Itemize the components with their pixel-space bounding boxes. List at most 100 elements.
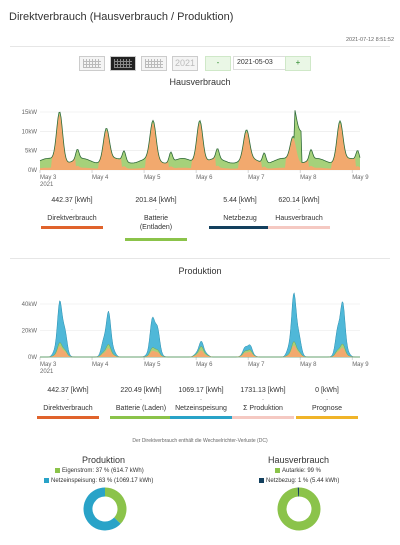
legend-netzbezug: Netzbezug: 1 % (5.44 kWh) [259, 478, 339, 484]
legend-swatch [55, 468, 60, 473]
stat-value: 620.14 [kWh] [278, 197, 320, 204]
stat-color-bar [170, 416, 232, 419]
prod-stat: 1069.17 [kWh] - Netzeinspeisung [170, 387, 232, 419]
stat-label: Batterie (Laden) [115, 405, 167, 412]
donut-slice-eigenstrom [104, 487, 127, 524]
prod-stat: 1731.13 [kWh] - Σ Produktion [232, 387, 294, 419]
y-tick-label: 40kW [22, 302, 38, 308]
date-input[interactable]: 2021-05-03 [233, 56, 286, 70]
legend-swatch [44, 478, 49, 483]
x-tick-label: May 3 [40, 175, 57, 181]
year-view-button[interactable]: 2021 [172, 56, 198, 71]
haus-stat: 201.84 [kWh] - Batterie (Entladen) [125, 197, 187, 241]
divider [10, 46, 390, 47]
stat-label: Netzeinspeisung [175, 405, 227, 412]
stat-separator: - [155, 207, 157, 213]
stat-label: Direktverbrauch [47, 215, 97, 222]
stat-label: Prognose [312, 405, 342, 412]
stat-value: 442.37 [kWh] [51, 197, 93, 204]
prod-stat: 0 [kWh] - Prognose [296, 387, 358, 419]
week-view-button[interactable] [110, 56, 136, 71]
stat-label: Batterie [143, 215, 169, 222]
x-tick-year: 2021 [40, 369, 54, 375]
x-tick-label: May 4 [92, 362, 109, 368]
donut-slice-netzeinspeisung [83, 487, 121, 531]
stat-label-line2: (Entladen) [139, 224, 173, 231]
legend-netzeinspeisung: Netzeinspeisung: 63 % (1069.17 kWh) [44, 478, 153, 484]
x-tick-label: May 6 [196, 362, 213, 368]
legend-swatch [275, 468, 280, 473]
next-button[interactable]: + [285, 56, 311, 71]
stat-color-bar [37, 416, 99, 419]
stat-label: Netzbezug [223, 215, 257, 222]
stat-value: 220.49 [kWh] [120, 387, 162, 394]
stat-separator: - [140, 397, 142, 403]
legend-text: Autarkie: 99 % [282, 468, 322, 475]
stat-color-bar [232, 416, 294, 419]
legend-text: Eigenstrom: 37 % (614.7 kWh) [62, 468, 144, 475]
page-title: Direktverbrauch (Hausverbrauch / Produkt… [9, 11, 234, 23]
x-tick-label: May 7 [248, 362, 265, 368]
month-view-button[interactable] [141, 56, 167, 71]
stat-separator: - [239, 207, 241, 213]
donut-slice-autarkie [277, 487, 321, 531]
prod-batterie-area [40, 341, 360, 358]
x-tick-label: May 8 [300, 362, 317, 368]
stat-color-bar [125, 238, 187, 241]
stat-value: 1731.13 [kWh] [240, 387, 286, 394]
stat-label: Direktverbrauch [43, 405, 93, 412]
y-tick-label: 0W [28, 168, 37, 174]
x-tick-label: May 4 [92, 175, 109, 181]
haus-stat: 5.44 [kWh] - Netzbezug [209, 197, 271, 229]
stat-color-bar [268, 226, 330, 229]
stat-value: 1069.17 [kWh] [178, 387, 224, 394]
produktion-donut [83, 487, 127, 531]
x-tick-label: May 5 [144, 362, 161, 368]
prod-stat: 220.49 [kWh] - Batterie (Laden) [110, 387, 172, 419]
calendar-month-icon [145, 59, 163, 68]
timestamp: 2021-07-12 8:51:52 [345, 37, 394, 43]
legend-swatch [259, 478, 264, 483]
stat-label: Hausverbrauch [275, 215, 323, 222]
stat-separator: - [67, 397, 69, 403]
haus-stat: 620.14 [kWh] - Hausverbrauch [268, 197, 330, 229]
y-tick-label: 20kW [22, 329, 38, 335]
x-tick-label: May 9 [352, 362, 369, 368]
stat-value: 201.84 [kWh] [135, 197, 177, 204]
x-tick-label: May 3 [40, 362, 57, 368]
calendar-week-icon [114, 59, 132, 68]
legend-text: Netzeinspeisung: 63 % (1069.17 kWh) [51, 478, 154, 485]
stat-label: Σ Produktion [243, 405, 283, 412]
haus-direktverbrauch-area [40, 115, 360, 170]
x-tick-label: May 6 [196, 175, 213, 181]
stat-separator: - [262, 397, 264, 403]
x-tick-label: May 7 [248, 175, 265, 181]
haus-chart-title: Hausverbrauch [169, 77, 231, 87]
day-view-button[interactable] [79, 56, 105, 71]
stat-value: 5.44 [kWh] [223, 197, 257, 204]
prod-chart-title: Produktion [178, 266, 222, 276]
prev-button[interactable]: - [205, 56, 231, 71]
prod-direktverbrauch-area [40, 345, 360, 357]
stat-color-bar [41, 226, 103, 229]
year-label: 2021 [174, 58, 196, 68]
y-tick-label: 10kW [22, 129, 38, 135]
haus-total-line [39, 110, 361, 164]
prod-stat: 442.37 [kWh] - Direktverbrauch [37, 387, 99, 419]
legend-autarkie: Autarkie: 99 % [275, 468, 321, 474]
stat-value: 0 [kWh] [315, 387, 339, 394]
x-tick-year: 2021 [40, 182, 54, 188]
summary-produktion-title: Produktion [82, 455, 126, 465]
stat-separator: - [326, 397, 328, 403]
haus-stat: 442.37 [kWh] - Direktverbrauch [41, 197, 103, 229]
x-tick-label: May 9 [352, 175, 369, 181]
stat-color-bar [209, 226, 271, 229]
summary-hausverbrauch-title: Hausverbrauch [268, 455, 330, 465]
stat-separator: - [298, 207, 300, 213]
calendar-day-icon [83, 59, 101, 68]
stat-color-bar [296, 416, 358, 419]
stat-color-bar [110, 416, 172, 419]
x-tick-label: May 5 [144, 175, 161, 181]
